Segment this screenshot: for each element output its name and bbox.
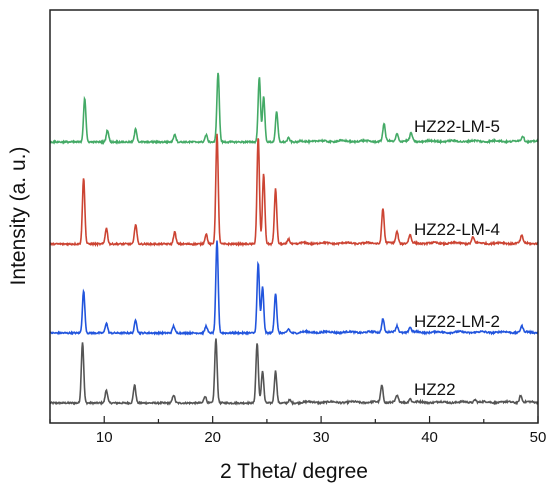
series-line-hz22-lm-5: [49, 72, 539, 146]
series-line-hz22-lm-2: [49, 240, 539, 336]
series-label-hz22-lm-2: HZ22-LM-2: [414, 312, 500, 331]
x-ticks: [49, 416, 539, 423]
series-label-hz22: HZ22: [414, 380, 456, 399]
x-tick-label-50: 50: [530, 429, 547, 446]
series-label-hz22-lm-5: HZ22-LM-5: [414, 117, 500, 136]
y-axis-label: Intensity (a. u.): [7, 147, 30, 286]
series-line-hz22: [49, 338, 539, 406]
x-tick-label-20: 20: [204, 429, 221, 446]
x-tick-labels: 10 20 30 40 50: [96, 429, 546, 446]
series-line-hz22-lm-4: [49, 133, 539, 248]
x-axis-label: 2 Theta/ degree: [220, 460, 368, 483]
x-tick-label-40: 40: [421, 429, 438, 446]
series-layer: [49, 72, 539, 406]
series-labels: HZ22 HZ22-LM-2 HZ22-LM-4 HZ22-LM-5: [414, 117, 500, 399]
plot-frame: [49, 9, 539, 424]
x-tick-label-30: 30: [313, 429, 330, 446]
series-label-hz22-lm-4: HZ22-LM-4: [414, 220, 500, 239]
x-tick-label-10: 10: [96, 429, 113, 446]
